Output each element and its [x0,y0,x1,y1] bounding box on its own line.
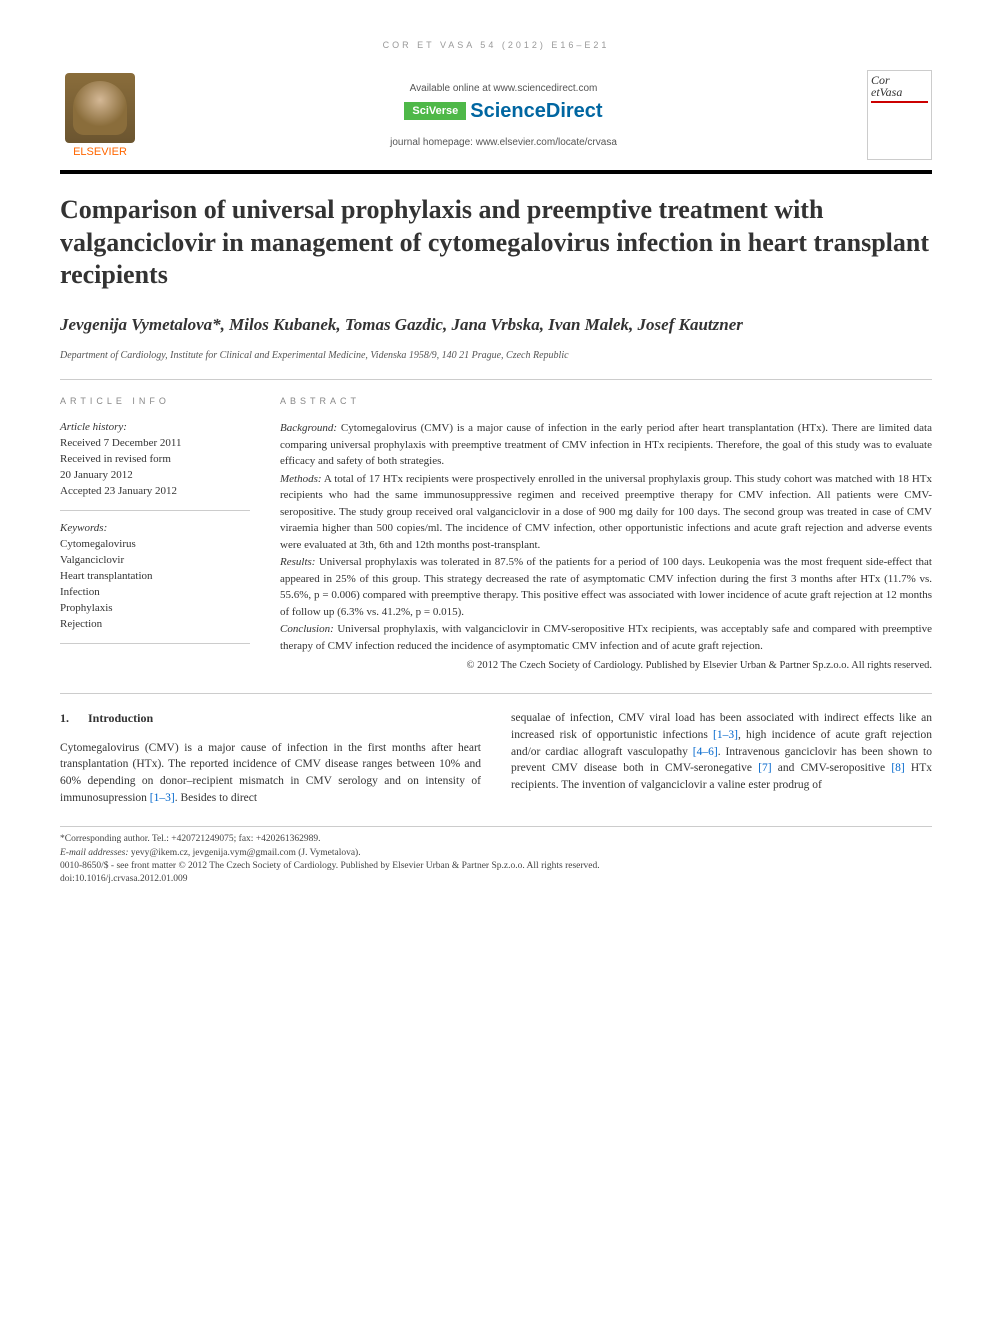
affiliation: Department of Cardiology, Institute for … [60,350,932,361]
intro-paragraph-right: sequalae of infection, CMV viral load ha… [511,710,932,793]
sciencedirect-text: ScienceDirect [470,100,602,123]
abstract-background: Background: Cytomegalovirus (CMV) is a m… [280,420,932,470]
abstract-label: ABSTRACT [280,396,932,406]
intro-paragraph-left: Cytomegalovirus (CMV) is a major cause o… [60,740,481,807]
keyword: Rejection [60,617,250,633]
reference-link[interactable]: [8] [891,762,904,774]
email-label: E-mail addresses: [60,848,129,858]
abstract-copyright: © 2012 The Czech Society of Cardiology. … [280,658,932,674]
keywords-block: Keywords: Cytomegalovirus Valganciclovir… [60,521,250,644]
intro-text: . Besides to direct [175,792,257,804]
bg-text: Cytomegalovirus (CMV) is a major cause o… [280,422,932,467]
running-header: COR ET VASA 54 (2012) e16–e21 [60,40,932,50]
keyword: Prophylaxis [60,601,250,617]
journal-homepage-text: journal homepage: www.elsevier.com/locat… [155,137,852,148]
intro-text: Cytomegalovirus (CMV) is a major cause o… [60,742,481,804]
article-info-label: ARTICLE INFO [60,396,250,406]
keyword: Valganciclovir [60,553,250,569]
reference-link[interactable]: [1–3] [713,729,738,741]
history-revised-2: 20 January 2012 [60,468,250,484]
cover-title-2: etVasa [871,86,928,98]
available-online-text: Available online at www.sciencedirect.co… [155,83,852,94]
journal-cover-thumbnail: Cor etVasa [867,70,932,160]
bg-label: Background: [280,422,337,434]
reference-link[interactable]: [7] [758,762,771,774]
abstract-conclusion: Conclusion: Universal prophylaxis, with … [280,621,932,654]
keyword: Cytomegalovirus [60,537,250,553]
elsevier-wordmark: ELSEVIER [73,146,127,158]
history-label: Article history: [60,420,250,436]
sciverse-badge-icon: SciVerse [404,102,466,120]
footnotes: *Corresponding author. Tel.: +4207212490… [60,826,932,886]
methods-text: A total of 17 HTx recipients were prospe… [280,473,932,551]
history-revised-1: Received in revised form [60,452,250,468]
article-history-block: Article history: Received 7 December 201… [60,420,250,511]
history-accepted: Accepted 23 January 2012 [60,484,250,500]
email-addresses: yevy@ikem.cz, jevgenija.vym@gmail.com (J… [129,848,361,858]
reference-link[interactable]: [1–3] [150,792,175,804]
elsevier-logo: ELSEVIER [60,73,140,158]
body-column-left: 1.Introduction Cytomegalovirus (CMV) is … [60,710,481,806]
results-label: Results: [280,556,315,568]
body-text: 1.Introduction Cytomegalovirus (CMV) is … [60,710,932,806]
reference-link[interactable]: [4–6] [693,746,718,758]
history-received: Received 7 December 2011 [60,436,250,452]
keyword: Infection [60,585,250,601]
article-info-sidebar: ARTICLE INFO Article history: Received 7… [60,396,250,675]
sciverse-logo: SciVerse ScienceDirect [404,100,602,123]
rule [60,693,932,694]
article-title: Comparison of universal prophylaxis and … [60,194,932,292]
keywords-label: Keywords: [60,521,250,537]
title-separator-bar [60,170,932,174]
abstract-column: ABSTRACT Background: Cytomegalovirus (CM… [280,396,932,675]
author-list: Jevgenija Vymetalova*, Milos Kubanek, To… [60,314,932,337]
abstract-methods: Methods: A total of 17 HTx recipients we… [280,471,932,554]
publisher-banner: ELSEVIER Available online at www.science… [60,70,932,160]
methods-label: Methods: [280,473,322,485]
section-title: Introduction [88,711,153,725]
doi: doi:10.1016/j.crvasa.2012.01.009 [60,873,932,886]
email-line: E-mail addresses: yevy@ikem.cz, jevgenij… [60,847,932,860]
corresponding-author: *Corresponding author. Tel.: +4207212490… [60,833,932,846]
sciverse-badge-text: SciVerse [412,105,458,117]
body-column-right: sequalae of infection, CMV viral load ha… [511,710,932,806]
elsevier-tree-icon [65,73,135,143]
abstract-results: Results: Universal prophylaxis was toler… [280,554,932,620]
conclusion-label: Conclusion: [280,623,334,635]
section-heading: 1.Introduction [60,710,481,727]
issn-copyright: 0010-8650/$ - see front matter © 2012 Th… [60,860,932,873]
section-number: 1. [60,710,88,727]
conclusion-text: Universal prophylaxis, with valganciclov… [280,623,932,652]
intro-text: and CMV-seropositive [772,762,892,774]
keyword: Heart transplantation [60,569,250,585]
rule [60,379,932,380]
results-text: Universal prophylaxis was tolerated in 8… [280,556,932,618]
